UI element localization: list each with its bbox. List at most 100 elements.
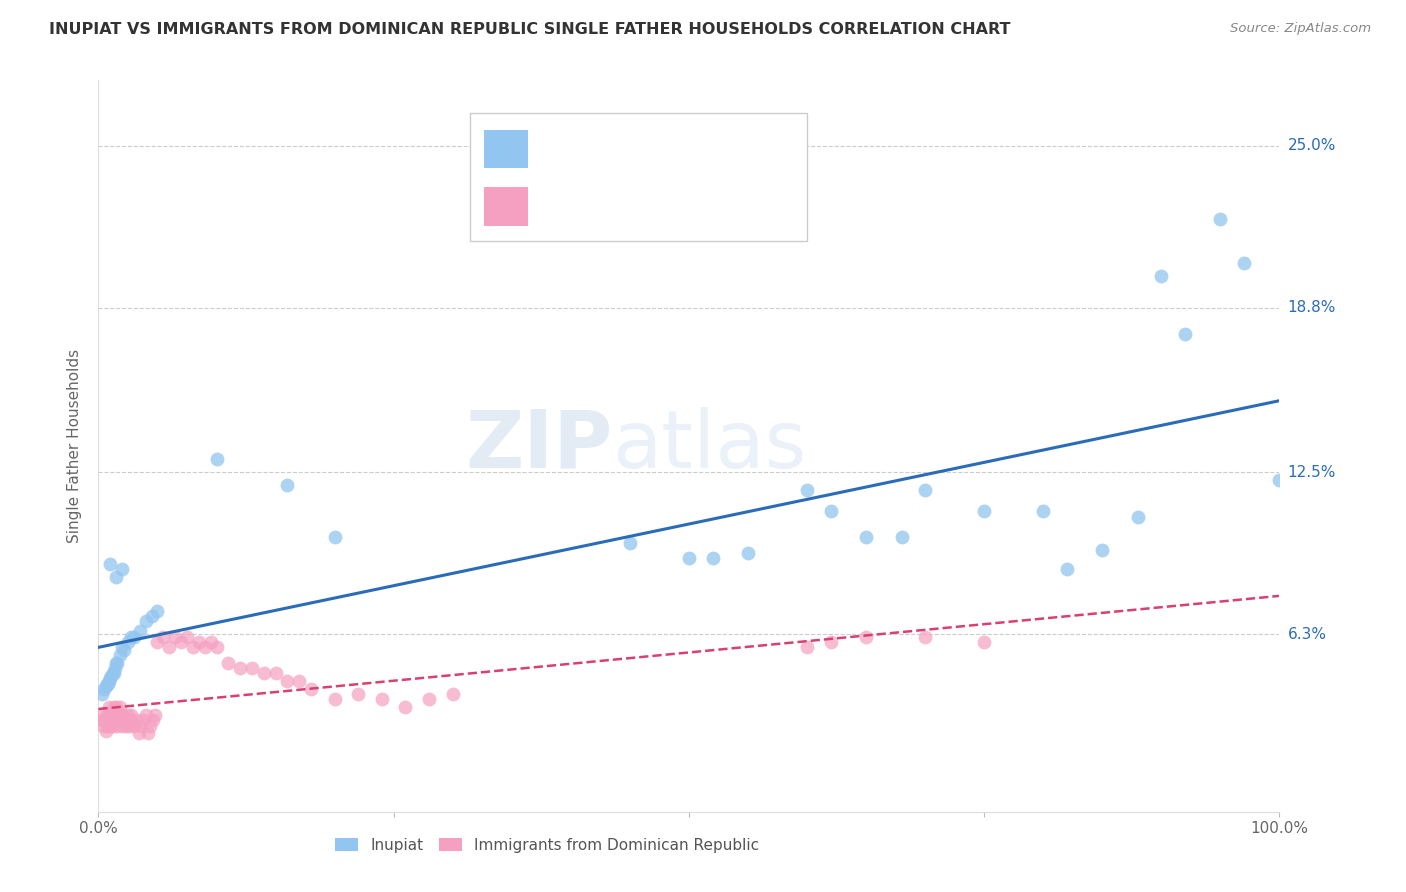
Text: 18.8%: 18.8% bbox=[1288, 300, 1336, 315]
Text: ZIP: ZIP bbox=[465, 407, 612, 485]
Point bbox=[217, 656, 239, 670]
Point bbox=[702, 551, 724, 566]
Point bbox=[112, 642, 135, 657]
Point bbox=[122, 630, 145, 644]
Point bbox=[200, 635, 222, 649]
Point bbox=[141, 608, 163, 623]
Point bbox=[91, 714, 114, 728]
Point bbox=[105, 700, 128, 714]
Legend: Inupiat, Immigrants from Dominican Republic: Inupiat, Immigrants from Dominican Repub… bbox=[329, 831, 765, 859]
Point bbox=[1056, 562, 1078, 576]
Point bbox=[142, 714, 165, 728]
Point bbox=[114, 718, 136, 732]
Point bbox=[110, 708, 132, 723]
Point bbox=[441, 687, 464, 701]
Point bbox=[143, 708, 166, 723]
Point bbox=[288, 674, 311, 689]
Point bbox=[101, 718, 124, 732]
Point bbox=[146, 635, 169, 649]
Point bbox=[105, 569, 128, 583]
Point bbox=[796, 483, 818, 498]
Point bbox=[128, 624, 150, 639]
Point bbox=[91, 687, 114, 701]
Point bbox=[101, 714, 124, 728]
Point bbox=[105, 656, 128, 670]
Point bbox=[108, 714, 131, 728]
Point bbox=[1233, 256, 1256, 270]
Point bbox=[97, 714, 120, 728]
Point bbox=[205, 452, 228, 467]
Point bbox=[394, 700, 416, 714]
Text: atlas: atlas bbox=[612, 407, 807, 485]
Text: 12.5%: 12.5% bbox=[1288, 465, 1336, 480]
Point bbox=[103, 666, 125, 681]
Y-axis label: Single Father Households: Single Father Households bbox=[67, 349, 83, 543]
Point bbox=[973, 635, 995, 649]
Point bbox=[253, 666, 276, 681]
Point bbox=[104, 661, 127, 675]
Point bbox=[135, 614, 157, 628]
Point bbox=[855, 630, 877, 644]
Point bbox=[108, 700, 131, 714]
Text: INUPIAT VS IMMIGRANTS FROM DOMINICAN REPUBLIC SINGLE FATHER HOUSEHOLDS CORRELATI: INUPIAT VS IMMIGRANTS FROM DOMINICAN REP… bbox=[49, 22, 1011, 37]
Point bbox=[121, 708, 143, 723]
Point bbox=[855, 530, 877, 544]
Point bbox=[128, 726, 150, 740]
Point bbox=[371, 692, 394, 706]
Point bbox=[914, 630, 936, 644]
Point bbox=[323, 530, 346, 544]
Point bbox=[117, 635, 139, 649]
Point bbox=[619, 535, 641, 549]
Point bbox=[1032, 504, 1054, 518]
Point bbox=[104, 714, 127, 728]
Point bbox=[98, 718, 121, 732]
Point bbox=[111, 640, 134, 655]
Point bbox=[737, 546, 759, 560]
Text: 25.0%: 25.0% bbox=[1288, 138, 1336, 153]
Point bbox=[96, 718, 118, 732]
Point bbox=[112, 708, 135, 723]
Point bbox=[973, 504, 995, 518]
Point bbox=[264, 666, 287, 681]
Point bbox=[98, 700, 121, 714]
Text: Source: ZipAtlas.com: Source: ZipAtlas.com bbox=[1230, 22, 1371, 36]
Text: 6.3%: 6.3% bbox=[1288, 626, 1327, 641]
Point bbox=[129, 718, 152, 732]
Point bbox=[101, 666, 124, 681]
Point bbox=[122, 718, 145, 732]
Point bbox=[108, 648, 131, 662]
Point bbox=[139, 718, 162, 732]
Point bbox=[152, 630, 174, 644]
Point bbox=[100, 669, 122, 683]
Point bbox=[121, 630, 143, 644]
Point bbox=[194, 640, 217, 655]
Point bbox=[323, 692, 346, 706]
Point bbox=[118, 718, 141, 732]
Point bbox=[1150, 269, 1173, 284]
Point bbox=[105, 708, 128, 723]
Point bbox=[103, 700, 125, 714]
Point bbox=[1174, 326, 1197, 341]
Point bbox=[111, 718, 134, 732]
Point bbox=[98, 672, 121, 686]
Point bbox=[112, 714, 135, 728]
Point bbox=[98, 714, 121, 728]
Point bbox=[170, 635, 193, 649]
Point bbox=[98, 708, 121, 723]
Point bbox=[105, 656, 128, 670]
Point bbox=[90, 708, 112, 723]
Point bbox=[125, 714, 148, 728]
Point bbox=[229, 661, 252, 675]
Point bbox=[91, 718, 114, 732]
Point bbox=[103, 714, 125, 728]
Point bbox=[136, 726, 159, 740]
Point bbox=[94, 723, 117, 738]
Point bbox=[98, 557, 121, 571]
Point bbox=[1268, 473, 1291, 487]
Point bbox=[98, 674, 121, 689]
Point bbox=[105, 714, 128, 728]
Point bbox=[111, 714, 134, 728]
Point bbox=[146, 604, 169, 618]
Point bbox=[678, 551, 700, 566]
Point bbox=[93, 714, 115, 728]
